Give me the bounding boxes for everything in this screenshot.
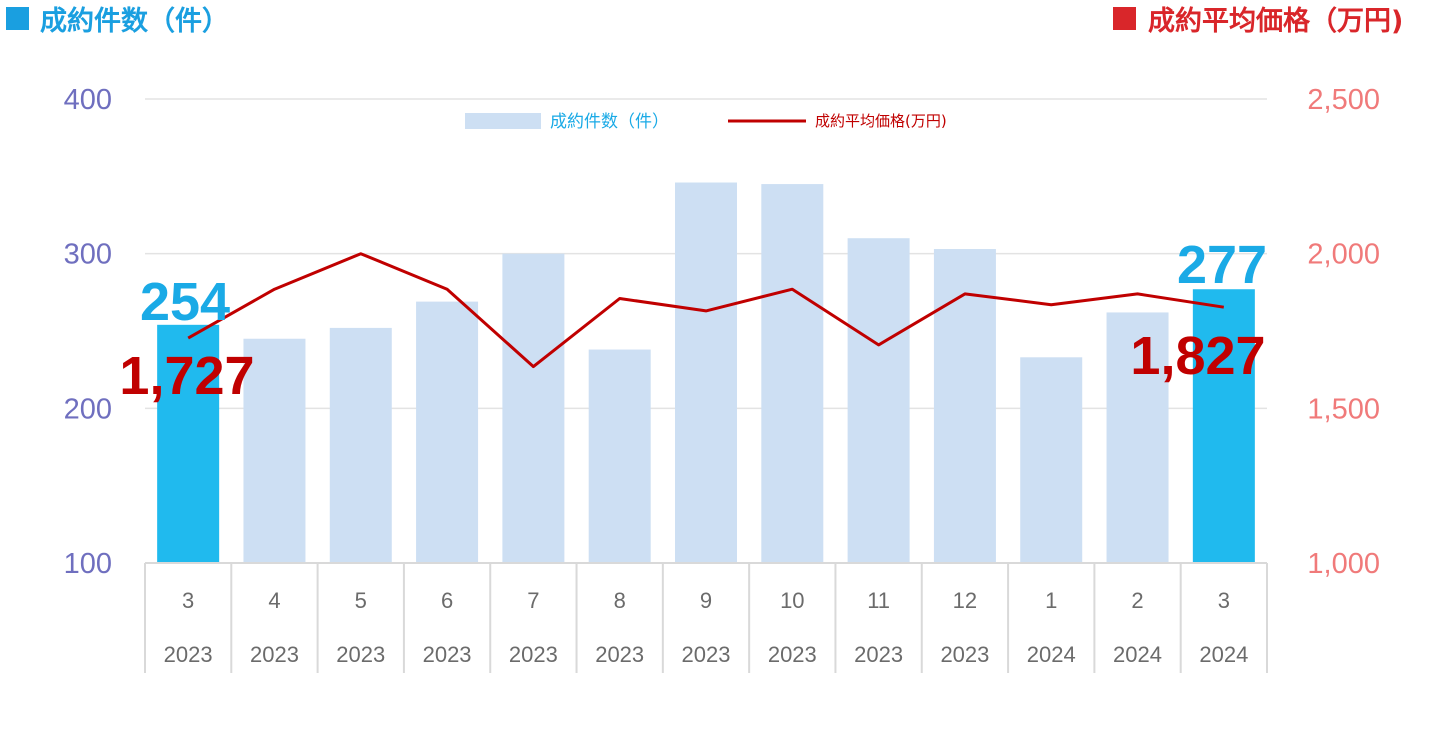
last-price-label: 1,827 (1130, 326, 1265, 386)
right-tick-label: 1,000 (1307, 548, 1380, 580)
left-axis-ticks: 100 200 300 400 (64, 84, 112, 580)
month-tick-label: 2 (1131, 588, 1143, 613)
left-tick-label: 300 (64, 239, 112, 271)
bar (847, 238, 910, 563)
month-tick-label: 9 (700, 588, 712, 613)
bar-series (157, 182, 1255, 564)
bar (588, 349, 651, 563)
year-tick-label: 2023 (768, 642, 817, 667)
price-axis-title: 成約平均価格（万円) (1148, 5, 1403, 37)
year-tick-label: 2023 (595, 642, 644, 667)
bar (329, 327, 392, 563)
month-tick-label: 8 (614, 588, 626, 613)
year-tick-label: 2023 (854, 642, 903, 667)
year-tick-label: 2023 (940, 642, 989, 667)
category-table: 3 2023 4 2023 5 2023 6 2023 7 2023 8 2023 9 2023 10 202… (144, 562, 1268, 673)
month-tick-label: 4 (268, 588, 280, 613)
bar (1106, 312, 1169, 563)
month-tick-label: 6 (441, 588, 453, 613)
bar (933, 249, 996, 563)
left-tick-label: 400 (64, 84, 112, 116)
month-tick-label: 5 (355, 588, 367, 613)
year-tick-label: 2023 (250, 642, 299, 667)
right-tick-label: 2,000 (1307, 239, 1380, 271)
last-count-label: 277 (1177, 235, 1267, 295)
year-tick-label: 2023 (336, 642, 385, 667)
bar (675, 182, 737, 563)
bar (243, 338, 306, 563)
year-tick-label: 2024 (1199, 642, 1248, 667)
legend: 成約件数（件） 成約平均価格(万円) (465, 112, 947, 132)
month-tick-label: 1 (1045, 588, 1057, 613)
year-tick-label: 2023 (423, 642, 472, 667)
price-line (187, 252, 1225, 369)
month-tick-label: 3 (182, 588, 194, 613)
year-tick-label: 2023 (164, 642, 213, 667)
month-tick-label: 3 (1218, 588, 1230, 613)
bar (416, 301, 479, 563)
month-tick-label: 7 (527, 588, 539, 613)
bar (157, 324, 220, 563)
first-price-label: 1,727 (119, 346, 254, 406)
bar (761, 184, 824, 564)
year-tick-label: 2024 (1027, 642, 1076, 667)
right-axis-ticks: 1,000 1,500 2,000 2,500 (1307, 84, 1380, 580)
left-tick-label: 100 (64, 548, 112, 580)
legend-price-label: 成約平均価格(万円) (815, 112, 947, 130)
year-tick-label: 2024 (1113, 642, 1162, 667)
price-header-marker (1113, 7, 1136, 30)
month-tick-label: 10 (780, 588, 804, 613)
legend-bar-swatch (465, 113, 541, 129)
year-tick-label: 2023 (682, 642, 731, 667)
year-tick-label: 2023 (509, 642, 558, 667)
month-tick-label: 12 (953, 588, 977, 613)
first-count-label: 254 (140, 272, 230, 332)
bar (1020, 357, 1083, 563)
bar (502, 253, 565, 563)
bar (1192, 289, 1255, 563)
right-tick-label: 2,500 (1307, 84, 1380, 116)
right-tick-label: 1,500 (1307, 393, 1380, 425)
month-tick-label: 11 (867, 588, 890, 613)
legend-count-label: 成約件数（件） (550, 112, 669, 132)
count-header-marker (6, 7, 29, 30)
left-tick-label: 200 (64, 393, 112, 425)
count-axis-title: 成約件数（件） (40, 5, 229, 37)
